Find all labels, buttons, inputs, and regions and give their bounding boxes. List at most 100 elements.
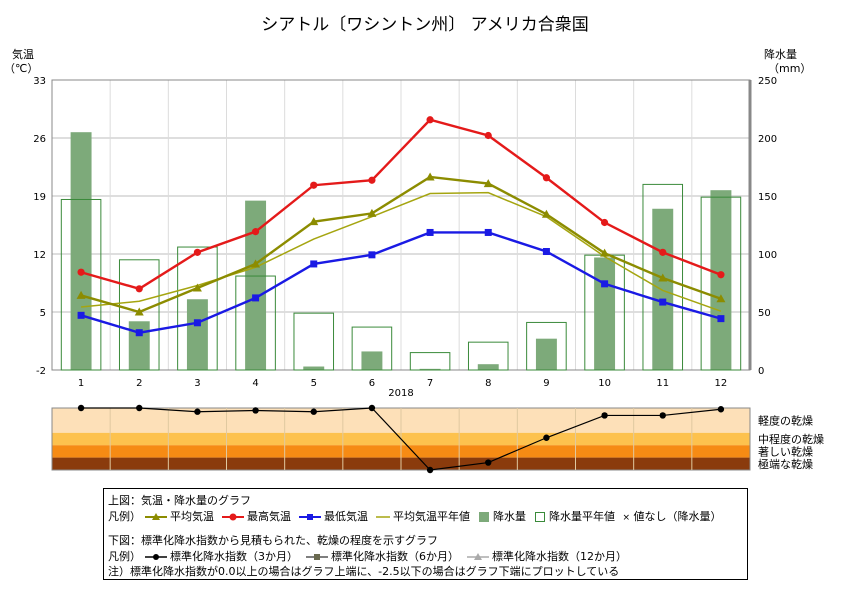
spi3-point [659,412,666,419]
black-dot-marker-icon [144,554,167,560]
max-temp-point [251,228,260,236]
thin-line-icon [375,516,390,518]
legend-item-avg-temp: 平均気温 [144,508,214,524]
legend-item-spi6: 標準化降水指数（6か月） [305,548,459,564]
min-temp-point [368,251,376,259]
legend-item-avg-normal: 平均気温平年値 [375,508,470,524]
avg-temp-point [251,259,261,268]
x-tick-label: 9 [543,378,549,389]
spi3-point [77,404,85,412]
min-temp-point [193,319,201,327]
x-tick-label: 10 [598,378,611,389]
series-line [80,118,722,291]
precip-normal-bar [177,246,218,371]
precip-bar [70,132,92,370]
square-marker-icon [298,514,321,520]
left-axis-title: （℃） [4,62,38,75]
x-tick-label: 2 [136,378,142,389]
max-temp-point [542,174,551,182]
gray-dot-marker-icon [305,554,328,560]
precip-bar [594,257,616,370]
spi-band-label: 著しい乾燥 [758,444,813,458]
chart-title: シアトル〔ワシントン州〕 アメリカ合衆国 [261,15,589,35]
spi3-point [310,408,317,415]
avg-temp-point [76,290,86,299]
spi3-point [601,412,608,419]
legend-item-spi3: 標準化降水指数（3か月） [144,548,298,564]
min-temp-point [252,294,260,302]
precip-normal-bar [235,275,276,371]
legend-item-min-temp: 最低気温 [298,508,368,524]
legend-label-spi6: 標準化降水指数（6か月） [331,550,459,563]
spi3-point [136,404,143,412]
series-line [80,231,722,334]
x-tick-label: 11 [656,378,669,389]
precip-bar [419,368,441,370]
max-temp-point [193,248,202,256]
max-temp-point [368,176,376,184]
min-temp-point [659,298,667,306]
precip-bar [361,351,383,370]
precip-normal-bar [351,326,393,371]
max-temp-point [659,248,667,256]
spi3-point [252,407,259,414]
legend-label-precip-normal: 降水量平年値 [549,510,615,523]
circle-marker-icon [221,513,244,521]
left-axis-title: 気温 [12,47,34,61]
outline-bar-icon [534,512,545,522]
precip-normal-bar [409,352,451,371]
y-right-tick-label: 150 [758,192,777,203]
x-tick-label: 1 [78,378,84,389]
legend-item-max-temp: 最高気温 [221,508,291,524]
legend-lower-title: 下図：標準化降水指数から見積もられた、乾燥の程度を示すグラフ [108,534,438,547]
legend-label-min-temp: 最低気温 [324,510,368,523]
y-left-tick-label: 12 [33,250,46,261]
y-left-tick-label: 33 [33,76,46,87]
year-label: 2018 [388,388,413,399]
y-left-tick-label: 19 [33,192,46,203]
spi3-point [717,406,725,413]
precip-normal-bar [60,198,102,371]
cross-icon: × [622,513,631,523]
spi3-point [485,459,492,466]
legend-item-precip: 降水量 [478,508,526,524]
max-temp-point [600,218,609,227]
legend-label-precip: 降水量 [493,510,526,523]
precip-normal-bar [642,183,684,371]
x-tick-label: 3 [194,378,200,389]
x-tick-label: 12 [715,378,728,389]
x-tick-label: 6 [369,378,375,389]
triangle-marker-icon [144,513,167,520]
spi-band-label: 軽度の乾燥 [758,413,813,427]
x-tick-label: 5 [311,378,317,389]
right-axis-title: （mm） [768,62,811,75]
y-left-tick-label: -2 [36,366,46,377]
precip-bar [245,200,267,370]
max-temp-point [135,285,143,293]
precip-bar [710,190,732,370]
legend-label-spi3: 標準化降水指数（3か月） [170,550,298,563]
avg-temp-point [309,217,319,226]
precip-bar [186,299,208,370]
avg-temp-point [134,307,144,316]
legend-lower-prefix: 凡例） [108,550,141,563]
precip-bar [303,366,325,370]
spi-band-label: 中程度の乾燥 [758,432,824,446]
legend-item-spi12: 標準化降水指数（12か月） [466,548,627,564]
x-tick-label: 7 [427,378,433,389]
legend-upper-title: 上図：気温・降水量のグラフ [108,494,251,507]
max-temp-point [426,116,434,124]
precip-normal-bar [700,196,742,371]
max-temp-point [310,181,318,189]
precip-bar [652,208,674,370]
x-tick-label: 4 [252,378,258,389]
avg-temp-point [367,208,377,217]
min-temp-point [135,329,143,337]
precip-normal-bar [118,259,160,371]
spi3-point [543,434,550,441]
avg-temp-point [425,172,435,181]
spi-band-label: 極端な乾燥 [758,457,813,471]
min-temp-point [426,228,434,236]
y-left-tick-label: 5 [40,308,46,319]
